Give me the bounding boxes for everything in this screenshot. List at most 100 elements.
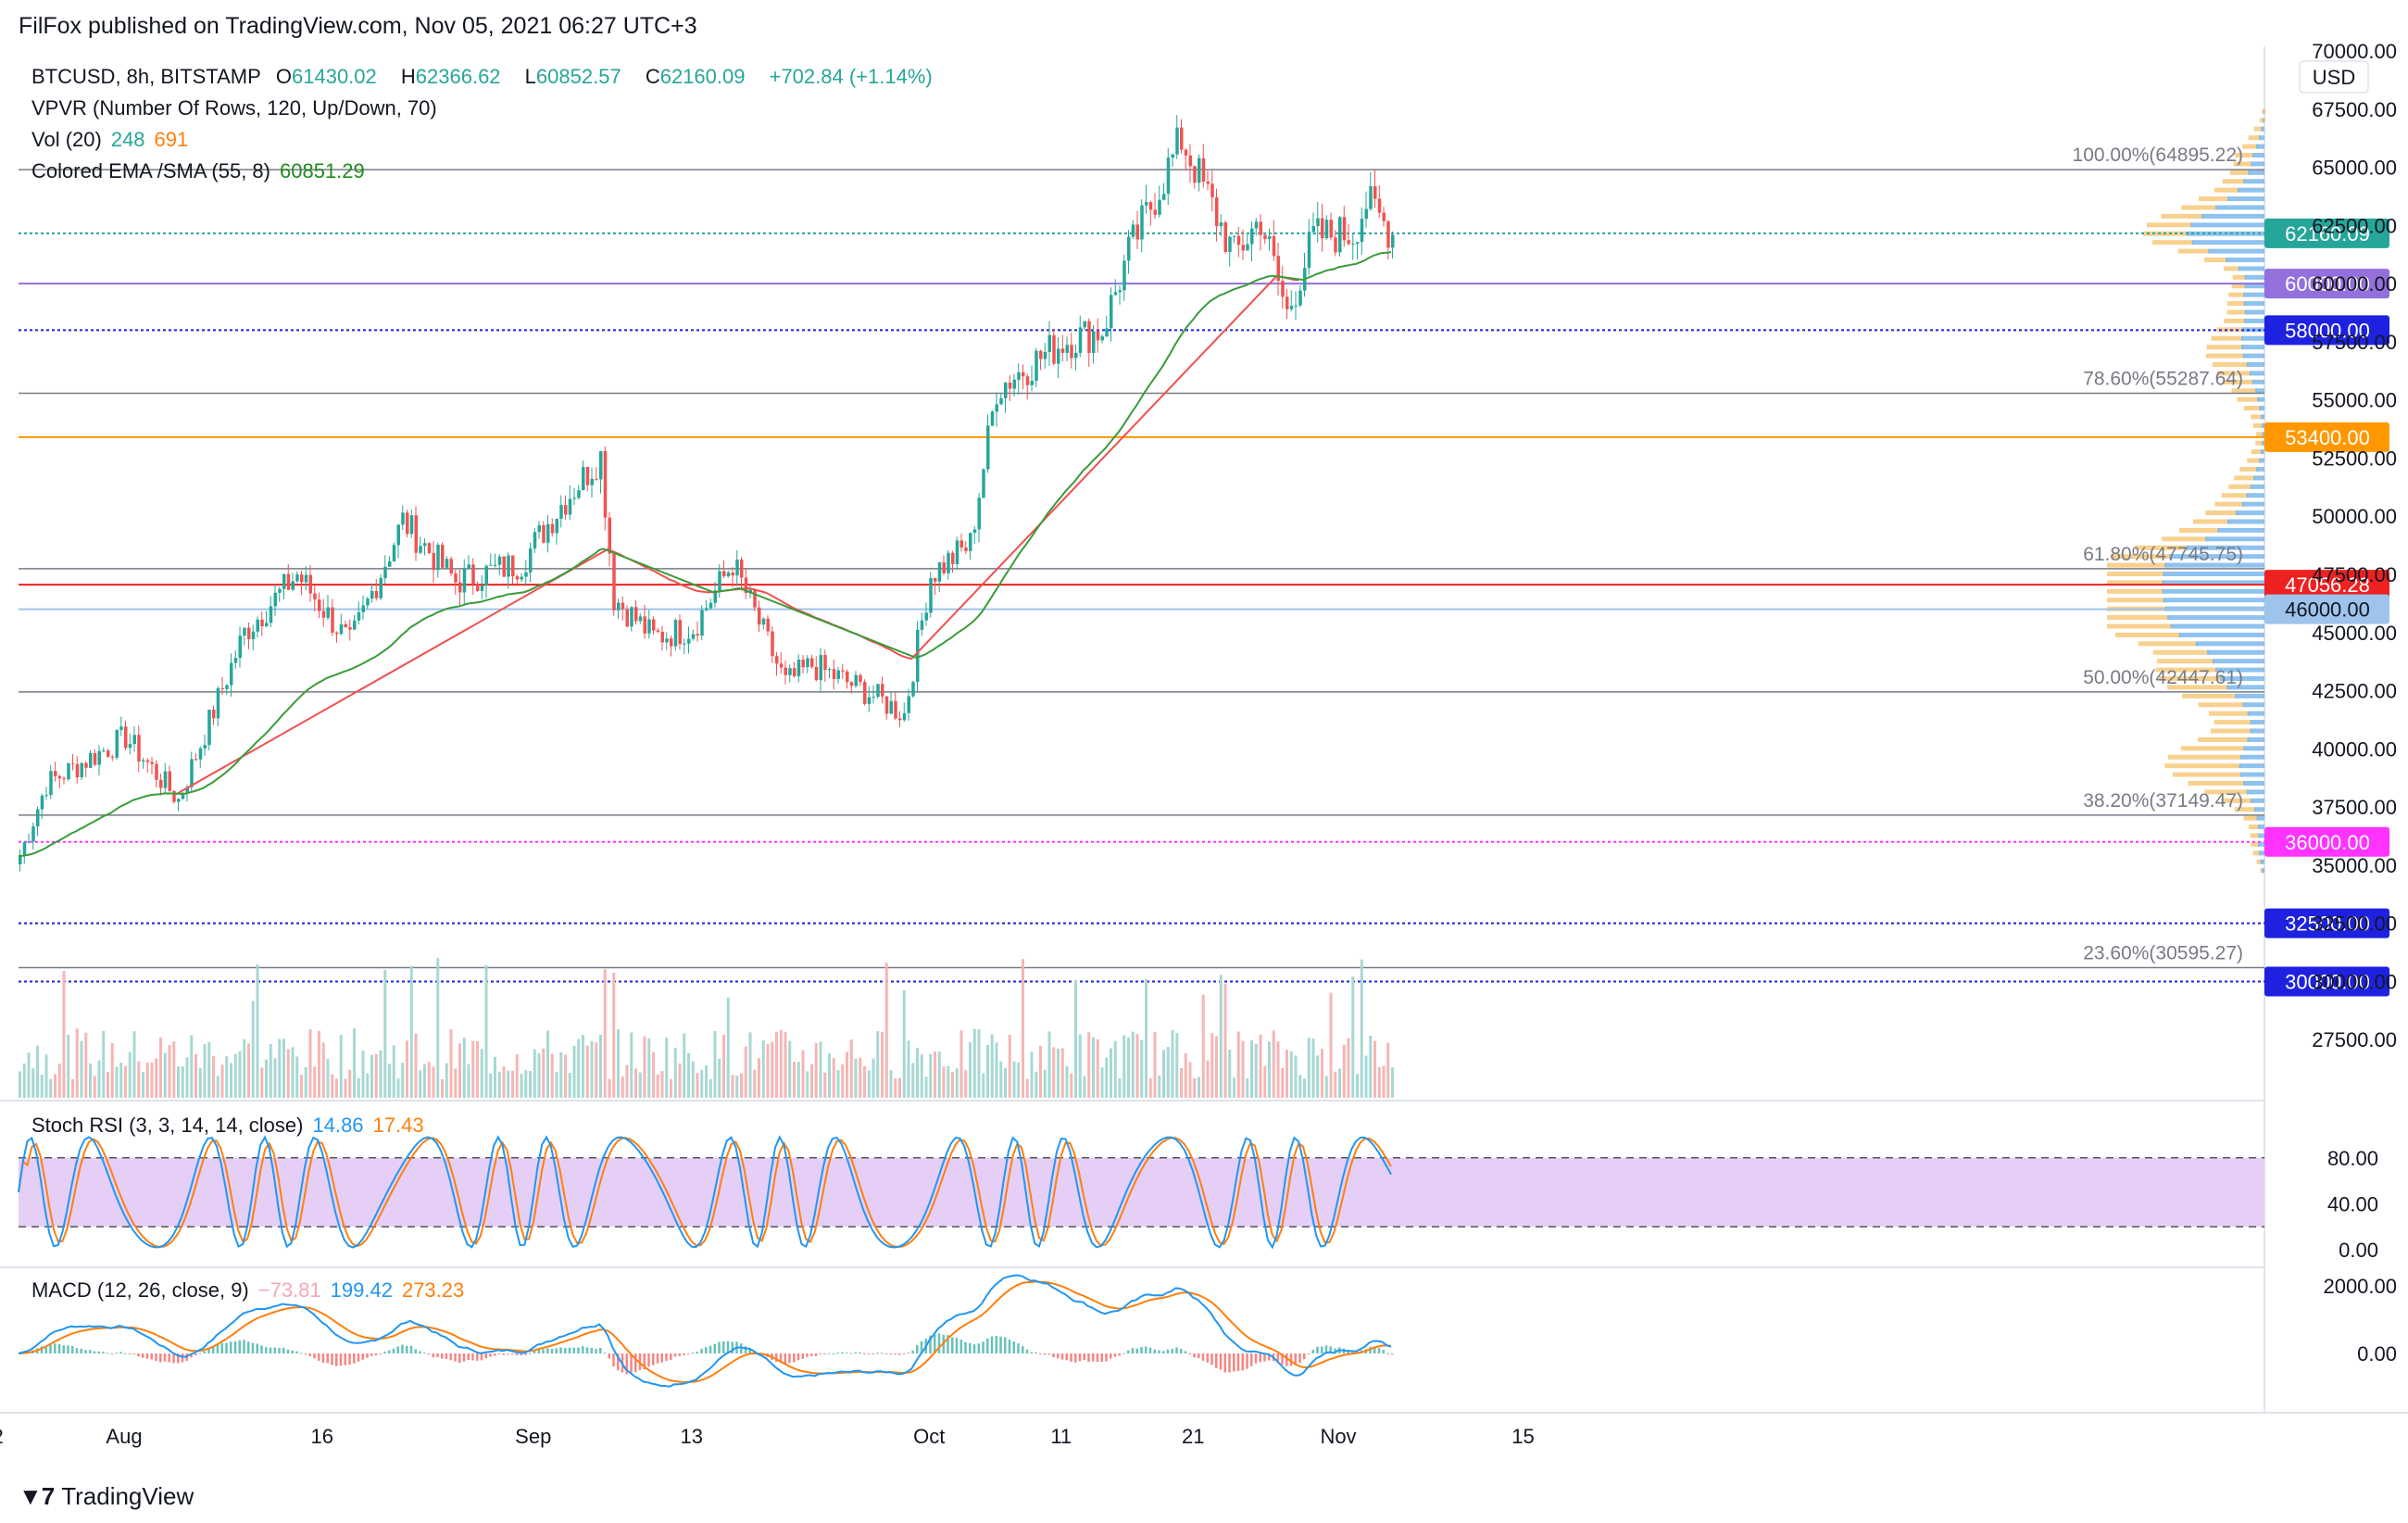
x-axis-label: 21 <box>1182 1425 1204 1448</box>
candle-body <box>801 660 805 668</box>
vpvr-up-bar <box>2246 493 2264 498</box>
candle-body <box>621 602 625 610</box>
volume-bar <box>665 1038 669 1098</box>
vpvr-up-bar <box>2262 440 2264 446</box>
candle-body <box>1386 220 1390 248</box>
volume-bar <box>1303 1078 1306 1098</box>
macd-hist-bar <box>1289 1353 1293 1366</box>
macd-hist-bar <box>1215 1353 1218 1368</box>
candle-body <box>533 532 537 549</box>
vpvr-up-bar <box>2251 161 2264 167</box>
macd-hist-bar <box>1017 1343 1020 1353</box>
macd-hist-bar <box>1184 1351 1187 1353</box>
candle-body <box>1074 352 1078 359</box>
volume-bar <box>972 1028 976 1098</box>
volume-bar <box>1347 1038 1350 1098</box>
macd-hist-bar <box>462 1353 466 1362</box>
candle-body <box>278 588 282 593</box>
macd-hist-bar <box>718 1341 721 1353</box>
macd-hist-bar <box>321 1353 325 1363</box>
candle-body <box>300 574 304 583</box>
candle-body <box>854 674 858 686</box>
vpvr-down-bar <box>2222 379 2254 384</box>
volume-bar <box>383 969 387 1098</box>
vpvr-down-bar <box>2179 527 2220 533</box>
vpvr-up-bar <box>2250 484 2264 489</box>
volume-bar <box>458 1043 461 1098</box>
volume-bar <box>617 1028 620 1098</box>
volume-bar <box>366 1073 370 1098</box>
volume-bar <box>1017 1062 1021 1098</box>
stoch-axis-tick: 40.00 <box>2327 1192 2378 1215</box>
macd-hist-bar <box>1110 1353 1112 1359</box>
volume-bar <box>163 1052 167 1098</box>
candle-body <box>951 552 955 564</box>
candle-body <box>599 451 603 480</box>
candle-body <box>286 573 291 590</box>
candle-body <box>163 771 168 788</box>
vpvr-down-bar <box>2135 545 2189 550</box>
macd-hist-bar <box>995 1336 997 1353</box>
candle-body <box>256 619 259 632</box>
candle-body <box>1008 383 1012 389</box>
x-axis-label: 16 <box>311 1425 333 1448</box>
macd-hist-bar <box>511 1353 514 1355</box>
candle-body <box>520 576 523 580</box>
macd-line <box>18 1274 1392 1388</box>
volume-bar <box>652 1051 655 1098</box>
volume-bar <box>740 1073 743 1098</box>
vpvr-down-bar <box>2197 736 2250 742</box>
macd-hist-bar <box>265 1347 268 1353</box>
macd-hist-bar <box>62 1345 65 1353</box>
macd-hist-bar <box>308 1353 311 1356</box>
candle-body <box>972 529 977 534</box>
volume-bar <box>313 1066 317 1098</box>
volume-bar <box>731 1075 734 1098</box>
macd-hist-bar <box>396 1346 399 1353</box>
macd-hist-bar <box>1386 1353 1389 1354</box>
candle-body <box>480 585 484 591</box>
macd-hist-bar <box>1092 1353 1095 1362</box>
candle-body <box>1342 217 1347 241</box>
candle-body <box>1334 237 1337 253</box>
vpvr-down-bar <box>2228 484 2252 489</box>
macd-hist-bar <box>599 1347 602 1353</box>
candle-body <box>678 620 682 645</box>
volume-legend: Vol (20) 248 691 <box>31 128 189 151</box>
vpvr-down-bar <box>2237 396 2260 402</box>
vpvr-up-bar <box>2215 205 2264 210</box>
macd-hist-bar <box>643 1353 646 1369</box>
macd-hist-bar <box>1254 1353 1258 1364</box>
vpvr-down-bar <box>2107 598 2165 603</box>
candle-body <box>608 517 611 554</box>
candle-body <box>1223 222 1227 252</box>
volume-bar <box>784 1031 787 1098</box>
macd-hist-bar <box>212 1346 215 1353</box>
vpvr-down-bar <box>2234 807 2256 812</box>
volume-bar <box>1039 1045 1042 1098</box>
vpvr-up-bar <box>2235 510 2264 516</box>
volume-bar <box>1092 1037 1095 1098</box>
vpvr-up-bar <box>2206 649 2264 655</box>
tradingview-footer[interactable]: ▼7 TradingView <box>19 1482 194 1511</box>
macd-hist-bar <box>819 1353 821 1354</box>
macd-hist-bar <box>670 1353 672 1360</box>
vpvr-down-bar <box>2250 833 2261 838</box>
vpvr-up-bar <box>2169 554 2264 560</box>
volume-bar <box>1206 1060 1210 1098</box>
vpvr-up-bar <box>2261 422 2264 428</box>
vpvr-up-bar <box>2242 353 2264 359</box>
candle-body <box>40 795 44 810</box>
macd-hist-bar <box>335 1353 338 1366</box>
vpvr-down-bar <box>2162 536 2208 542</box>
volume-bar <box>230 1063 232 1098</box>
vpvr-down-bar <box>2110 554 2172 560</box>
candle-body <box>929 577 933 613</box>
volume-bar <box>524 1070 528 1098</box>
candle-body <box>348 626 352 630</box>
vpvr-down-bar <box>2232 274 2247 280</box>
volume-bar <box>761 1040 765 1098</box>
candle-body <box>1215 197 1219 227</box>
candle-body <box>1131 224 1135 237</box>
